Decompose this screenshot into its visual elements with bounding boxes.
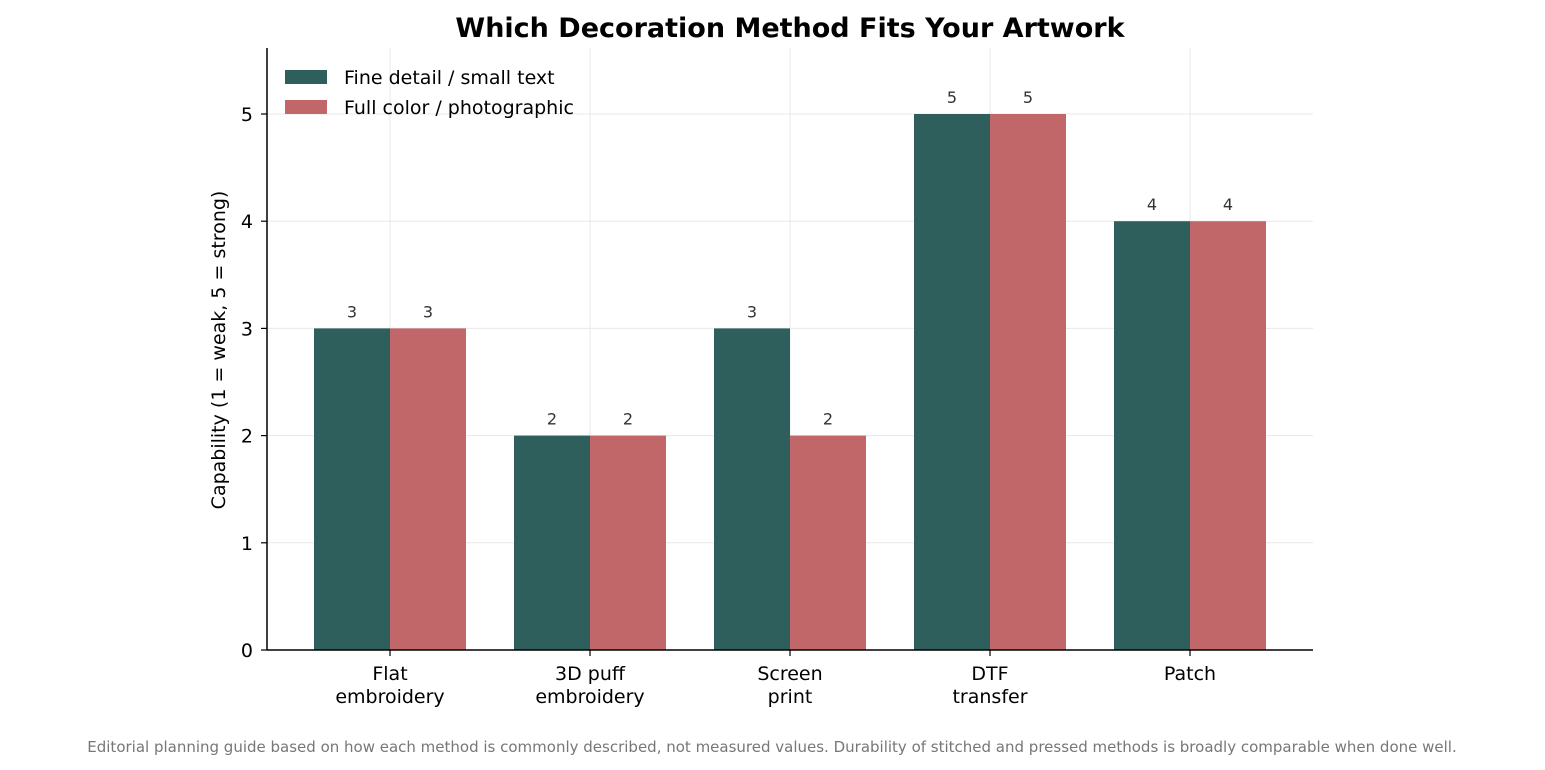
axes: 0 1 2 3 4 5 Flat embroidery 3D puff embroidery Scr… <box>241 48 1313 708</box>
legend-swatch <box>285 100 327 114</box>
x-tick-label: Patch <box>1164 663 1216 685</box>
data-label: 4 <box>1223 195 1233 214</box>
data-label: 2 <box>547 410 557 429</box>
bar-fine-detail <box>1114 221 1190 650</box>
y-tick-label: 1 <box>241 533 253 555</box>
bar-full-color <box>990 114 1066 650</box>
bar-fine-detail <box>314 328 390 650</box>
data-label: 3 <box>747 302 757 321</box>
y-tick-label: 4 <box>241 211 253 233</box>
legend-swatch <box>285 70 327 84</box>
bar-full-color <box>790 435 866 650</box>
x-tick-label: DTF transfer <box>952 663 1027 708</box>
bars <box>314 114 1266 650</box>
data-labels: 3 3 2 2 3 2 5 5 4 4 <box>347 88 1233 429</box>
x-tick-label: Screen print <box>757 663 822 708</box>
legend: Fine detail / small text Full color / pho… <box>285 67 574 119</box>
data-label: 5 <box>947 88 957 107</box>
chart-title: Which Decoration Method Fits Your Artwor… <box>455 13 1125 44</box>
bar-full-color <box>390 328 466 650</box>
bar-full-color <box>590 435 666 650</box>
bar-fine-detail <box>514 435 590 650</box>
data-label: 3 <box>423 302 433 321</box>
x-tick-label: Flat embroidery <box>335 663 444 708</box>
data-label: 4 <box>1147 195 1157 214</box>
bar-full-color <box>1190 221 1266 650</box>
y-tick-label: 0 <box>241 640 253 662</box>
legend-label: Full color / photographic <box>344 97 574 119</box>
x-tick-label: 3D puff embroidery <box>535 663 644 708</box>
y-tick-label: 2 <box>241 426 253 448</box>
y-tick-label: 5 <box>241 104 253 126</box>
bar-fine-detail <box>914 114 990 650</box>
legend-label: Fine detail / small text <box>344 67 555 89</box>
data-label: 3 <box>347 302 357 321</box>
data-label: 2 <box>823 410 833 429</box>
y-tick-label: 3 <box>241 318 253 340</box>
y-axis-label: Capability (1 = weak, 5 = strong) <box>208 191 230 510</box>
data-label: 5 <box>1023 88 1033 107</box>
bar-fine-detail <box>714 328 790 650</box>
data-label: 2 <box>623 410 633 429</box>
footnote: Editorial planning guide based on how ea… <box>87 738 1456 756</box>
